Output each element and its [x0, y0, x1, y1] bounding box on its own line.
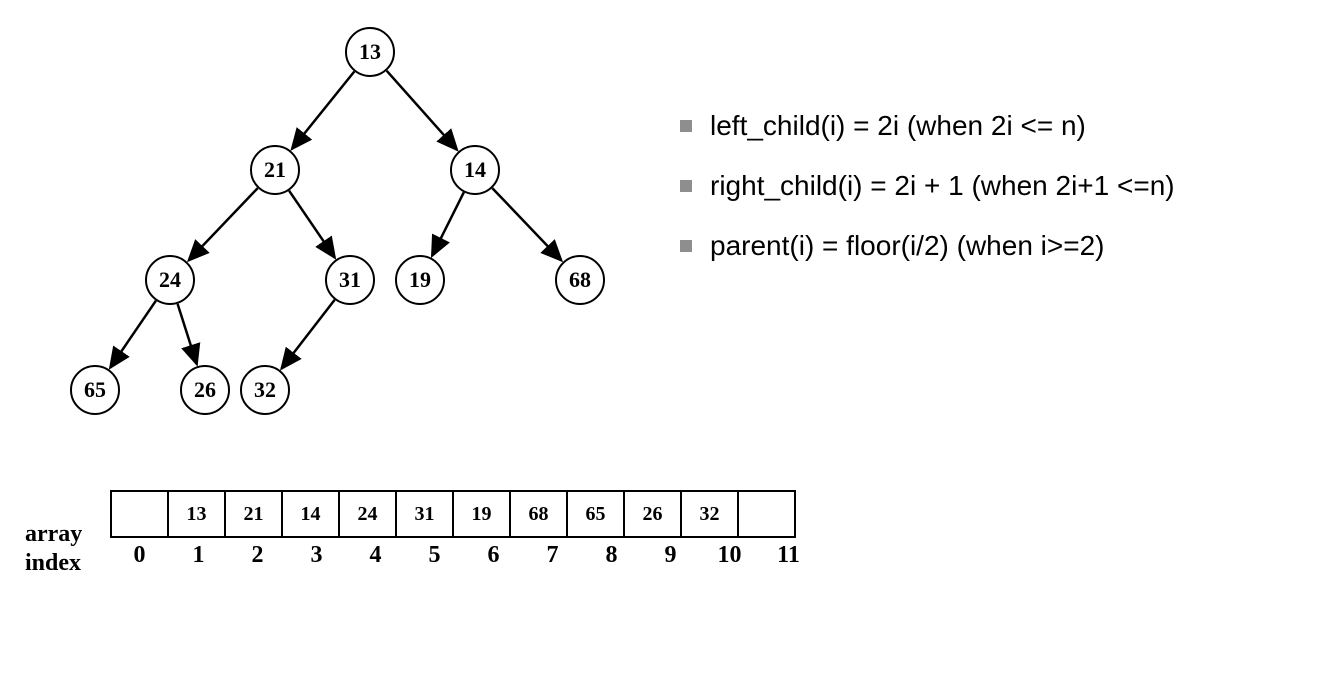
formula-item: right_child(i) = 2i + 1 (when 2i+1 <=n)	[680, 170, 1300, 202]
tree-node: 26	[180, 365, 230, 415]
tree-edge	[110, 301, 156, 368]
tree-edges-svg	[40, 10, 660, 440]
tree-edge	[189, 188, 258, 260]
array-cell: 26	[624, 491, 681, 537]
tree-edge	[282, 300, 335, 369]
tree-node: 19	[395, 255, 445, 305]
array-index: 8	[582, 542, 641, 569]
array-index: 9	[641, 542, 700, 569]
tree-node: 14	[450, 145, 500, 195]
bullet-square-icon	[680, 120, 692, 132]
array-index: 7	[523, 542, 582, 569]
tree-node: 21	[250, 145, 300, 195]
array-cell: 32	[681, 491, 738, 537]
array-index-row: 01234567891011	[110, 542, 818, 569]
tree-node: 65	[70, 365, 120, 415]
array-label: array index	[25, 520, 82, 578]
array-index: 0	[110, 542, 169, 569]
tree-edge	[289, 191, 335, 258]
formula-item: parent(i) = floor(i/2) (when i>=2)	[680, 230, 1300, 262]
array-table: 13211424311968652632	[110, 490, 796, 538]
array-index: 6	[464, 542, 523, 569]
array-index: 1	[169, 542, 228, 569]
formula-text: parent(i) = floor(i/2) (when i>=2)	[710, 230, 1105, 262]
formula-text: right_child(i) = 2i + 1 (when 2i+1 <=n)	[710, 170, 1175, 202]
formula-item: left_child(i) = 2i (when 2i <= n)	[680, 110, 1300, 142]
tree-node: 31	[325, 255, 375, 305]
formula-text: left_child(i) = 2i (when 2i <= n)	[710, 110, 1086, 142]
tree-edge	[492, 188, 561, 260]
bullet-square-icon	[680, 240, 692, 252]
array-cell: 19	[453, 491, 510, 537]
array-cell: 68	[510, 491, 567, 537]
array-label-line1: array	[25, 521, 82, 547]
tree-node: 13	[345, 27, 395, 77]
array-label-line2: index	[25, 550, 81, 576]
tree-node: 24	[145, 255, 195, 305]
tree-edge	[292, 71, 354, 148]
tree-node: 68	[555, 255, 605, 305]
array-index: 10	[700, 542, 759, 569]
array-index: 2	[228, 542, 287, 569]
array-cell: 24	[339, 491, 396, 537]
array-cell: 31	[396, 491, 453, 537]
formula-list: left_child(i) = 2i (when 2i <= n) right_c…	[680, 110, 1300, 290]
bullet-square-icon	[680, 180, 692, 192]
array-cell: 21	[225, 491, 282, 537]
array-cell	[111, 491, 168, 537]
tree-node: 32	[240, 365, 290, 415]
tree-edge	[178, 304, 197, 364]
diagram-container: 13211424311968652632 array index 1321142…	[0, 0, 1334, 676]
array-index: 3	[287, 542, 346, 569]
tree-edge	[432, 192, 464, 255]
array-cell: 13	[168, 491, 225, 537]
tree-edge	[387, 71, 457, 150]
array-index: 11	[759, 542, 818, 569]
array-cell: 14	[282, 491, 339, 537]
array-index: 5	[405, 542, 464, 569]
tree-diagram: 13 21 14 24 31 19 68 65 2632	[40, 10, 660, 440]
array-cell: 65	[567, 491, 624, 537]
array-cell	[738, 491, 795, 537]
array-index: 4	[346, 542, 405, 569]
